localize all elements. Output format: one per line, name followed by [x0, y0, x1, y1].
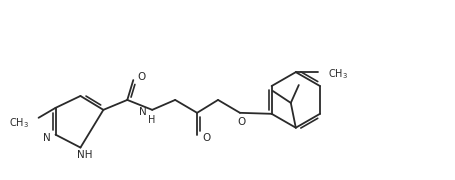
Text: H: H: [147, 115, 155, 125]
Text: CH$_3$: CH$_3$: [9, 116, 29, 130]
Text: O: O: [202, 133, 210, 143]
Text: O: O: [238, 117, 246, 127]
Text: O: O: [137, 72, 145, 82]
Text: N: N: [139, 107, 147, 117]
Text: NH: NH: [76, 150, 92, 161]
Text: CH$_3$: CH$_3$: [327, 67, 347, 81]
Text: N: N: [43, 133, 51, 143]
